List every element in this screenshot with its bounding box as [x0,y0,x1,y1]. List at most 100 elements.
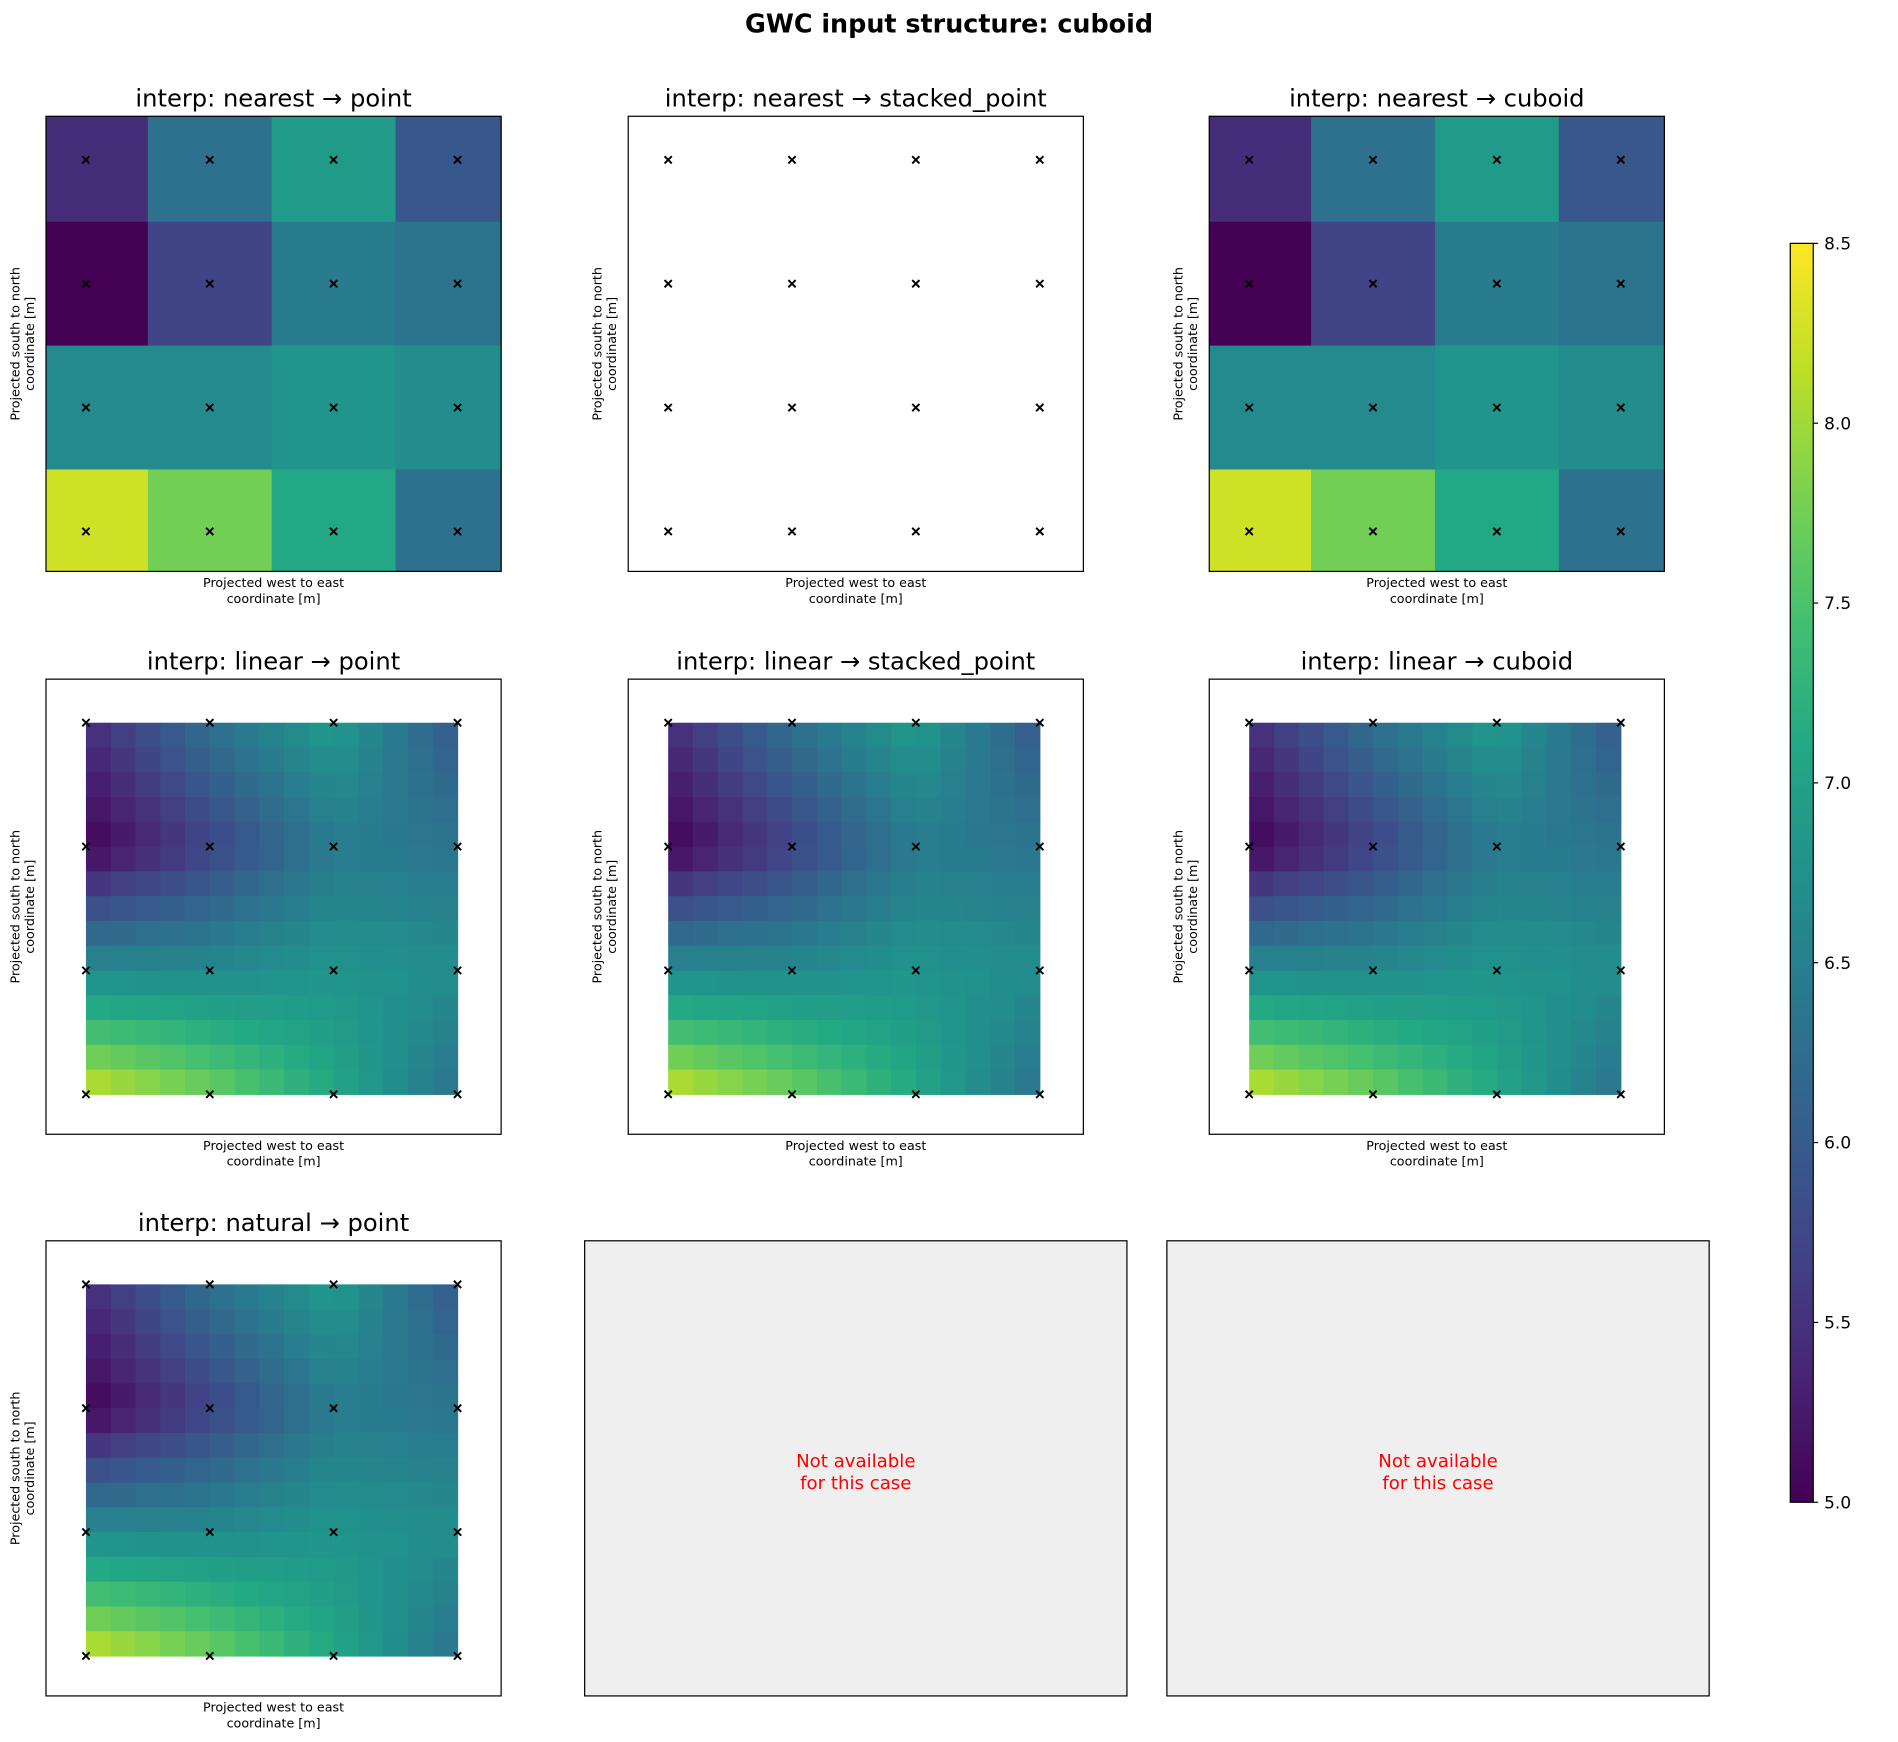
sample-point-marker [1035,279,1045,289]
heatmap-cell [358,846,384,872]
heatmap-cell [717,1069,744,1095]
heatmap-cell [891,1044,917,1071]
heatmap-cell [259,1433,285,1459]
heatmap-cell [1571,1020,1597,1046]
sample-point-marker [453,403,462,412]
heatmap-cell [358,1309,384,1335]
heatmap-cell [1015,797,1041,823]
sample-point-marker [205,718,215,728]
heatmap-cell [432,970,459,996]
heatmap-cell [110,1333,137,1360]
heatmap-cell [432,1581,459,1608]
heatmap-cell [767,970,793,996]
heatmap-cell [742,920,768,947]
heatmap-cell [185,772,211,798]
heatmap-cell [135,1457,161,1484]
sample-point-marker [1616,155,1626,165]
heatmap-cell [1298,995,1325,1021]
heatmap-cell [85,970,112,996]
heatmap-cell [767,846,793,872]
heatmap-cell [333,871,360,897]
heatmap-cell [1546,1044,1572,1071]
heatmap-cell [209,920,236,947]
heatmap-cell [308,1532,335,1558]
sample-point-marker [663,403,673,412]
sample-point-marker [329,279,338,289]
sample-point-marker [1368,403,1378,412]
heatmap-cell [160,1284,186,1310]
heatmap-cell [1373,1044,1399,1071]
sample-point-marker [81,1527,91,1537]
heatmap-cell [1397,871,1424,897]
heatmap-cell [358,1044,384,1071]
heatmap-cell [259,1606,285,1632]
heatmap-cell [408,1631,434,1657]
heatmap-cell [1521,995,1548,1021]
x-axis-label: coordinate [m] [809,1154,903,1169]
sample-point-marker [1492,842,1502,851]
heatmap-cell [185,871,211,897]
heatmap-cell [209,1044,236,1071]
heatmap-cell [160,722,186,749]
heatmap-cell [1447,871,1473,897]
heatmap-cell [1273,995,1300,1021]
heatmap-cell [965,1020,991,1046]
heatmap-cell [990,970,1016,996]
heatmap-cell [45,345,149,471]
heatmap-cell [234,1457,260,1484]
heatmap-cell [717,896,744,922]
heatmap-cell [432,1457,459,1484]
heatmap-cell [767,1020,793,1046]
subplot-title: interp: linear → point [147,647,400,675]
heatmap-cell [110,821,137,848]
heatmap-cell [940,970,967,996]
y-axis-label: Projected south to north [7,267,22,421]
heatmap-cell [1496,920,1523,947]
colorbar-gradient [1789,242,1814,1503]
heatmap-cell [185,747,211,773]
heatmap-cell [234,1020,260,1046]
heatmap-cell [1348,772,1374,798]
heatmap-cell [792,846,818,872]
sample-point-marker [787,279,797,289]
heatmap-cell [333,970,360,996]
sample-point-marker [1368,842,1378,851]
heatmap-cell [85,1581,112,1608]
heatmap-cell [1422,871,1448,897]
axes-frame [45,1240,502,1697]
heatmap-cell [1311,469,1436,573]
heatmap-cell [383,896,409,922]
heatmap-cell [816,1069,843,1095]
heatmap-cell [965,871,991,897]
heatmap-cell [209,846,236,872]
heatmap-cell [1323,797,1349,823]
heatmap-cell [1521,920,1548,947]
subplot-nearest-cuboid: interp: nearest → cuboid Projected west t… [1171,85,1665,606]
heatmap-cell [209,1069,236,1095]
heatmap-cell [110,747,137,773]
heatmap-cell [358,821,384,848]
sample-point-marker [1244,403,1254,412]
heatmap-cell [185,920,211,947]
sample-point-marker [205,966,215,975]
heatmap-cell [135,1556,161,1583]
y-axis-label: coordinate [m] [22,860,37,954]
heatmap-cell [1496,772,1523,798]
heatmap-cell [1323,945,1349,972]
heatmap-cell [841,970,867,996]
heatmap-cell [1472,871,1498,897]
heatmap-cell [1323,1044,1349,1071]
heatmap-cell [915,1020,942,1046]
heatmap-cell [1249,970,1275,996]
heatmap-cell [408,1069,434,1095]
heatmap-cell [1397,995,1424,1021]
sample-point-marker [911,403,921,412]
sample-point-marker [911,842,921,851]
heatmap-cell [1571,896,1597,922]
heatmap-cell [1546,970,1572,996]
sample-point-marker [205,1090,215,1099]
heatmap-cell [1447,945,1473,972]
heatmap-cell [135,772,161,798]
heatmap-cell [432,747,459,773]
colorbar-tick-label: 7.5 [1824,593,1851,613]
